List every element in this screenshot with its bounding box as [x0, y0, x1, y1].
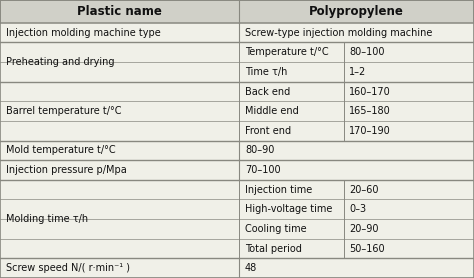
- Text: Preheating and drying: Preheating and drying: [6, 57, 114, 67]
- Text: Plastic name: Plastic name: [77, 5, 162, 18]
- Text: High-voltage time: High-voltage time: [245, 204, 332, 214]
- Bar: [0, 0, 474, 23]
- Text: Temperature t/°C: Temperature t/°C: [245, 47, 328, 57]
- Text: 20–90: 20–90: [349, 224, 379, 234]
- Text: Middle end: Middle end: [245, 106, 299, 116]
- Text: Back end: Back end: [245, 86, 290, 96]
- Text: Polypropylene: Polypropylene: [309, 5, 404, 18]
- Text: Cooling time: Cooling time: [245, 224, 307, 234]
- Text: 165–180: 165–180: [349, 106, 391, 116]
- Text: 170–190: 170–190: [349, 126, 391, 136]
- Text: 20–60: 20–60: [349, 185, 379, 195]
- Text: 80–90: 80–90: [245, 145, 274, 155]
- Text: 0–3: 0–3: [349, 204, 366, 214]
- Text: Front end: Front end: [245, 126, 291, 136]
- Text: 70–100: 70–100: [245, 165, 281, 175]
- Text: Barrel temperature t/°C: Barrel temperature t/°C: [6, 106, 121, 116]
- Text: 1–2: 1–2: [349, 67, 366, 77]
- Text: Mold temperature t/°C: Mold temperature t/°C: [6, 145, 115, 155]
- Text: Injection time: Injection time: [245, 185, 312, 195]
- Text: Time τ/h: Time τ/h: [245, 67, 287, 77]
- Text: Screw speed N/( r·min⁻¹ ): Screw speed N/( r·min⁻¹ ): [6, 263, 130, 273]
- Text: Injection molding machine type: Injection molding machine type: [6, 28, 160, 38]
- Text: Molding time τ/h: Molding time τ/h: [6, 214, 88, 224]
- Text: 80–100: 80–100: [349, 47, 385, 57]
- Text: 160–170: 160–170: [349, 86, 391, 96]
- Text: 50–160: 50–160: [349, 244, 385, 254]
- Text: Screw-type injection molding machine: Screw-type injection molding machine: [245, 28, 432, 38]
- Text: Injection pressure p/Mpa: Injection pressure p/Mpa: [6, 165, 127, 175]
- Text: 48: 48: [245, 263, 257, 273]
- Text: Total period: Total period: [245, 244, 302, 254]
